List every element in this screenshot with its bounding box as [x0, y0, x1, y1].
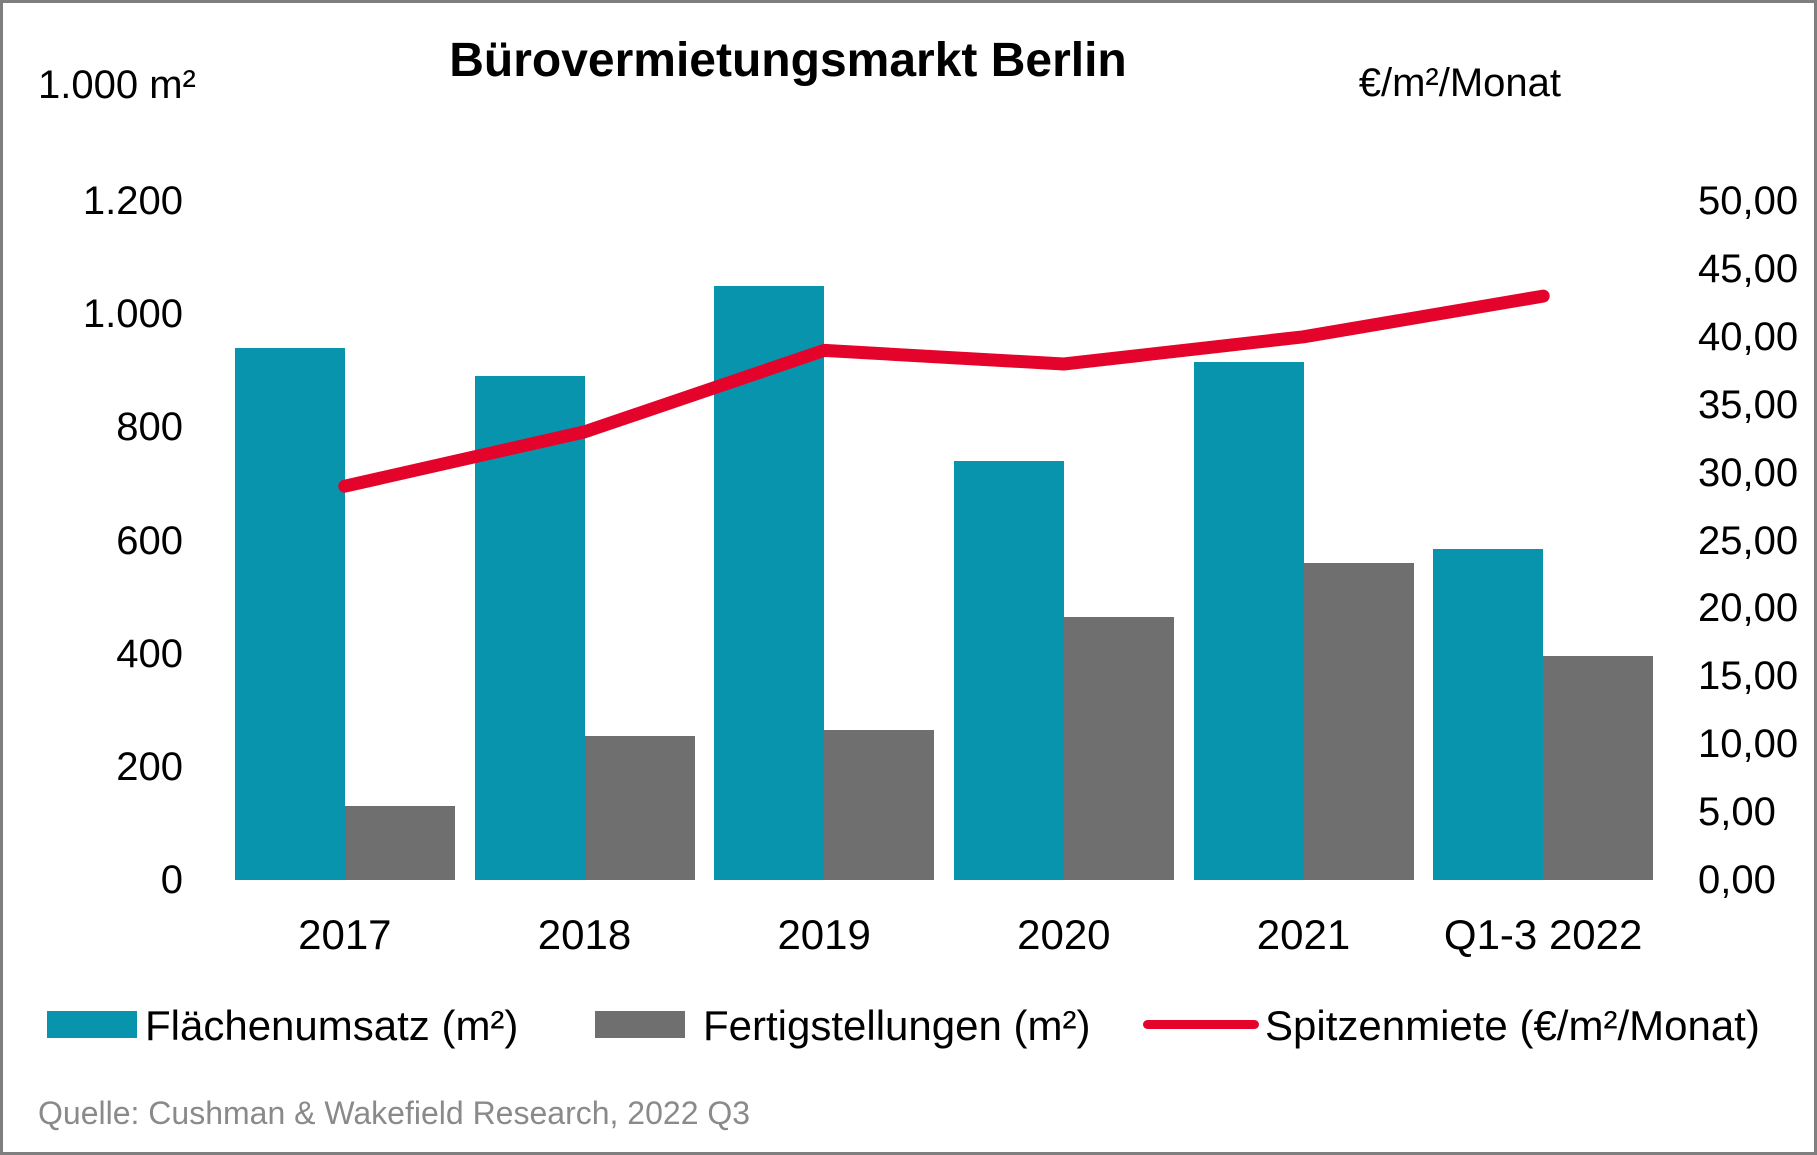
legend-label-flaechenumsatz: Flächenumsatz (m²) — [145, 1002, 519, 1049]
y-axis-left-tick-label: 200 — [116, 744, 183, 789]
bar-fertigstellungen-q1-3-2022 — [1543, 656, 1654, 880]
bar-flaechenumsatz-2020 — [953, 461, 1064, 880]
x-axis-category-label: 2018 — [537, 911, 632, 958]
y-axis-right-tick-label: 20,00 — [1698, 586, 1799, 631]
bar-flaechenumsatz-2019 — [714, 285, 825, 880]
bar-fertigstellungen-2017 — [344, 806, 455, 880]
y-axis-right-tick-label: 40,00 — [1698, 314, 1799, 359]
y-axis-left-tick-label: 1.200 — [82, 179, 183, 223]
left-axis-unit: 1.000 m² — [38, 63, 196, 107]
y-axis-left-tick-label: 0 — [160, 858, 183, 902]
right-axis-unit: €/m²/Monat — [1358, 61, 1561, 105]
x-axis-category-label: 2020 — [1017, 911, 1111, 958]
source-note: Quelle: Cushman & Wakefield Research, 20… — [38, 1095, 751, 1131]
legend-line-swatch-spitzenmiete — [1143, 1020, 1259, 1029]
legend-swatch-flaechenumsatz — [47, 1011, 137, 1038]
legend-label-fertigstellungen: Fertigstellungen (m²) — [703, 1002, 1091, 1049]
legend-label-spitzenmiete: Spitzenmiete (€/m²/Monat) — [1265, 1002, 1760, 1049]
y-axis-left-tick-label: 400 — [116, 631, 183, 676]
y-axis-right-tick-label: 10,00 — [1698, 722, 1799, 767]
x-axis-category-label: Q1-3 2022 — [1443, 911, 1643, 958]
bar-flaechenumsatz-2018 — [474, 376, 585, 880]
y-axis-left-tick-label: 1.000 — [82, 292, 183, 337]
y-axis-right-tick-label: 35,00 — [1698, 382, 1799, 427]
bar-fertigstellungen-2020 — [1063, 616, 1174, 880]
y-axis-left-tick-label: 600 — [116, 518, 183, 563]
x-axis-category-label: 2021 — [1256, 911, 1351, 958]
y-axis-right-tick-label: 50,00 — [1698, 179, 1799, 223]
x-axis-category-label: 2019 — [777, 911, 871, 958]
bar-flaechenumsatz-q1-3-2022 — [1433, 548, 1544, 880]
y-axis-right-tick-label: 0,00 — [1698, 858, 1776, 902]
y-axis-right-tick-label: 45,00 — [1698, 246, 1799, 291]
y-axis-left-tick-label: 800 — [116, 405, 183, 450]
y-axis-right-tick-label: 5,00 — [1698, 790, 1776, 835]
chart-title: Bürovermietungsmarkt Berlin — [449, 34, 1127, 87]
bar-flaechenumsatz-2017 — [234, 348, 345, 880]
y-axis-right-tick-label: 15,00 — [1698, 654, 1799, 699]
y-axis-right-tick-label: 25,00 — [1698, 518, 1799, 563]
y-axis-right-tick-label: 30,00 — [1698, 450, 1799, 495]
x-axis-category-label: 2017 — [298, 911, 392, 958]
bar-fertigstellungen-2018 — [584, 735, 695, 880]
bar-flaechenumsatz-2021 — [1193, 362, 1304, 880]
legend-swatch-fertigstellungen — [595, 1011, 685, 1038]
bar-fertigstellungen-2019 — [824, 730, 935, 880]
bar-fertigstellungen-2021 — [1303, 563, 1414, 880]
